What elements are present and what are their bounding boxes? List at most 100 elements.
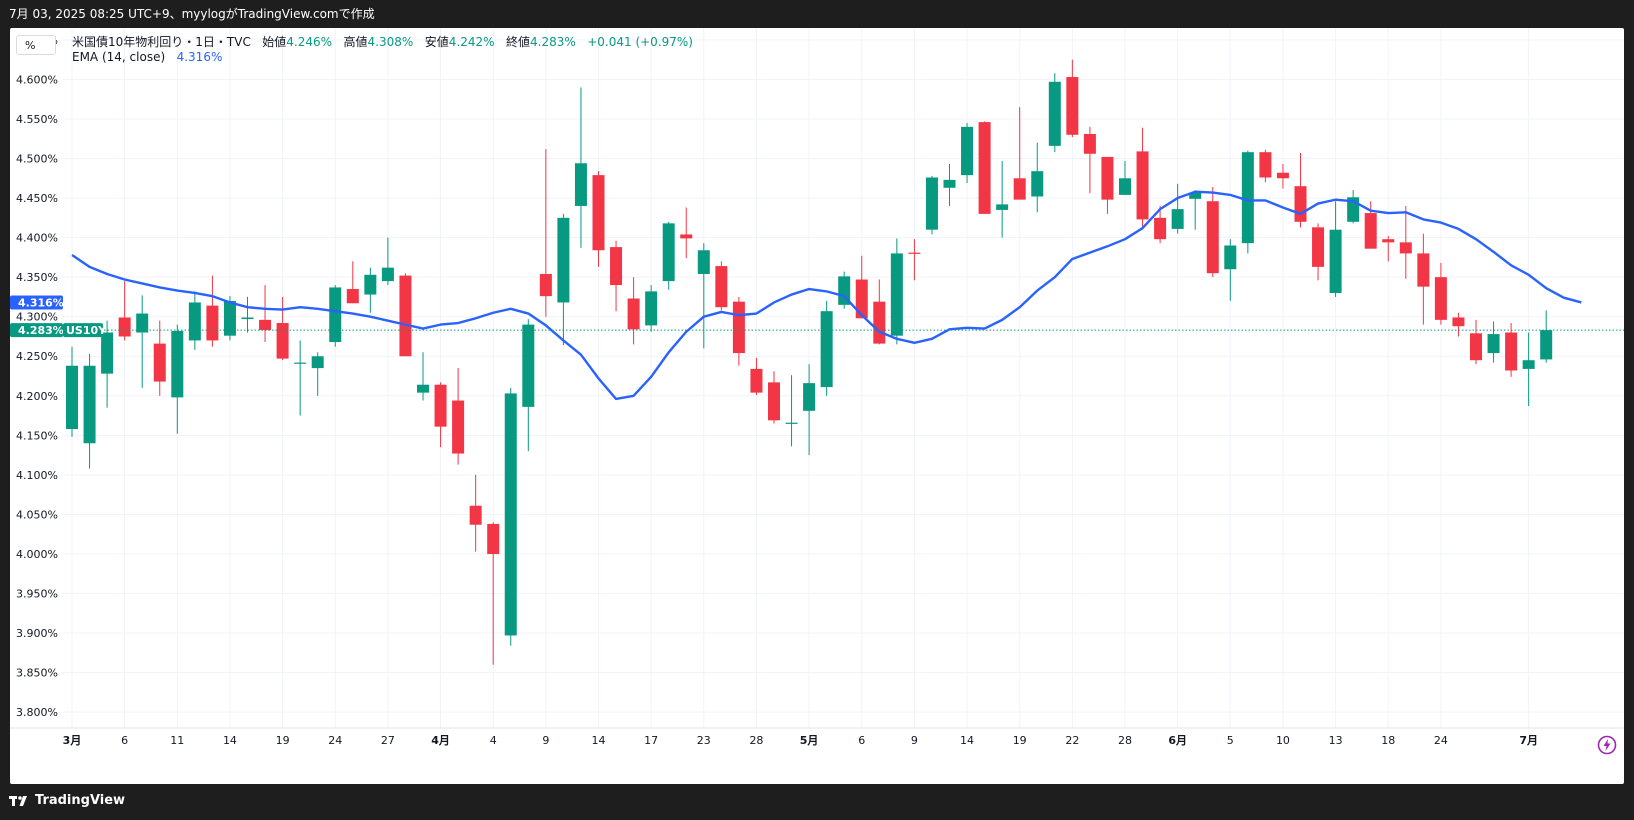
y-tick-label: 4.250% xyxy=(16,350,58,363)
candle-body xyxy=(645,291,658,326)
candle-body xyxy=(101,332,114,374)
ema-price-tag-text: 4.316% xyxy=(18,296,64,309)
grid xyxy=(62,28,1624,728)
candle-body xyxy=(1031,171,1044,197)
candle-body xyxy=(1066,77,1079,135)
x-tick-label: 27 xyxy=(381,734,395,747)
candle-body xyxy=(1119,178,1131,195)
candle-body xyxy=(715,266,728,308)
symbol-tag xyxy=(63,323,103,338)
candle-body xyxy=(66,365,78,430)
candle-body xyxy=(539,273,552,297)
candle-body xyxy=(329,287,342,343)
y-tick-label: 4.300% xyxy=(16,311,58,324)
change-value: +0.041 (+0.97%) xyxy=(587,35,693,49)
x-tick-label: 11 xyxy=(170,734,184,747)
y-tick-label: 3.950% xyxy=(16,588,58,601)
chart-panel[interactable]: 3.800% 3.850% 3.900% 3.950% 4.000% 4.050% 4.10… xyxy=(10,28,1624,784)
candle-body xyxy=(1364,213,1377,249)
candle-body xyxy=(1224,245,1237,270)
candle-body xyxy=(364,274,377,295)
candle-body xyxy=(697,250,710,274)
candle-body xyxy=(732,301,745,354)
y-tick-label: 3.800% xyxy=(16,706,58,719)
x-tick-label: 3月 xyxy=(63,734,82,747)
low-value: 4.242% xyxy=(448,35,495,49)
candle-body xyxy=(276,323,289,359)
candle-body xyxy=(83,365,96,444)
candle-body xyxy=(522,324,535,407)
candle-body xyxy=(855,279,868,319)
y-tick-label: 4.500% xyxy=(16,153,58,166)
candle-body xyxy=(961,126,974,176)
x-tick-label: 7月 xyxy=(1519,734,1538,747)
x-tick-label: 6 xyxy=(121,734,128,747)
x-tick-label: 23 xyxy=(697,734,711,747)
candle-body xyxy=(1329,229,1342,293)
candle-body xyxy=(873,301,886,344)
x-tick-label: 17 xyxy=(644,734,658,747)
candle-body xyxy=(768,382,780,421)
x-tick-label: 9 xyxy=(542,734,549,747)
candle-body xyxy=(381,267,394,282)
symbol-title[interactable]: 米国債10年物利回り・1日・TVC xyxy=(72,35,251,49)
candle-body xyxy=(627,298,640,330)
candle-body xyxy=(1206,201,1219,274)
y-tick-label: 4.050% xyxy=(16,508,58,521)
open-value: 4.246% xyxy=(286,35,333,49)
candle-body xyxy=(680,234,693,239)
candle-body xyxy=(452,400,465,454)
low-label: 安値 xyxy=(424,35,449,49)
y-tick-label: 4.200% xyxy=(16,390,58,403)
x-tick-label: 19 xyxy=(276,734,290,747)
footer-brand[interactable]: TradingView xyxy=(35,793,126,808)
candle-body xyxy=(574,163,587,206)
y-tick-label: 4.400% xyxy=(16,232,58,245)
candle-body xyxy=(223,300,236,336)
candle-body xyxy=(557,217,570,303)
candle-body xyxy=(346,289,359,304)
candle-body xyxy=(188,302,201,341)
candle-body xyxy=(487,523,500,554)
unit-toggle-button[interactable]: % xyxy=(16,35,56,55)
x-tick-label: 24 xyxy=(328,734,342,747)
x-tick-label: 18 xyxy=(1381,734,1395,747)
candle-body xyxy=(1154,217,1167,240)
x-tick-label: 14 xyxy=(223,734,237,747)
tradingview-logo-icon xyxy=(9,796,27,806)
candle-body xyxy=(1312,227,1325,267)
candle-body xyxy=(1241,152,1254,244)
close-label: 終値 xyxy=(505,35,530,49)
close-price-tag xyxy=(10,323,63,338)
footer: TradingView xyxy=(9,790,125,812)
x-tick-label: 10 xyxy=(1276,734,1290,747)
candle-body xyxy=(171,330,184,398)
candle-body xyxy=(1452,317,1465,327)
symbol-tag-text: US10Y xyxy=(66,324,107,337)
y-tick-label: 4.150% xyxy=(16,429,58,442)
candle-body xyxy=(136,313,149,333)
ema-line xyxy=(71,190,1582,401)
candles xyxy=(66,59,1553,665)
y-tick-label: 4.450% xyxy=(16,192,58,205)
candle-body xyxy=(1083,133,1096,154)
price-markers: 4.316% 4.283% US10Y xyxy=(10,295,107,338)
high-value: 4.308% xyxy=(367,35,414,49)
candle-body xyxy=(1417,253,1430,287)
candlestick-chart[interactable]: 3.800% 3.850% 3.900% 3.950% 4.000% 4.050% 4.10… xyxy=(10,28,1624,784)
candle-body xyxy=(785,422,798,424)
close-price-tag-text: 4.283% xyxy=(18,324,64,337)
lightning-icon[interactable] xyxy=(1597,735,1617,755)
candle-body xyxy=(662,223,675,282)
candle-body xyxy=(504,393,517,636)
candle-body xyxy=(1522,360,1535,369)
x-tick-label: 5 xyxy=(1227,734,1234,747)
candle-body xyxy=(1540,330,1553,360)
y-tick-label: 4.000% xyxy=(16,548,58,561)
ema-label[interactable]: EMA (14, close) xyxy=(72,50,166,64)
x-tick-label: 4 xyxy=(490,734,497,747)
candle-body xyxy=(943,179,956,188)
ema-price-tag xyxy=(10,295,63,310)
y-tick-label: 4.350% xyxy=(16,271,58,284)
candle-body xyxy=(1434,277,1447,320)
